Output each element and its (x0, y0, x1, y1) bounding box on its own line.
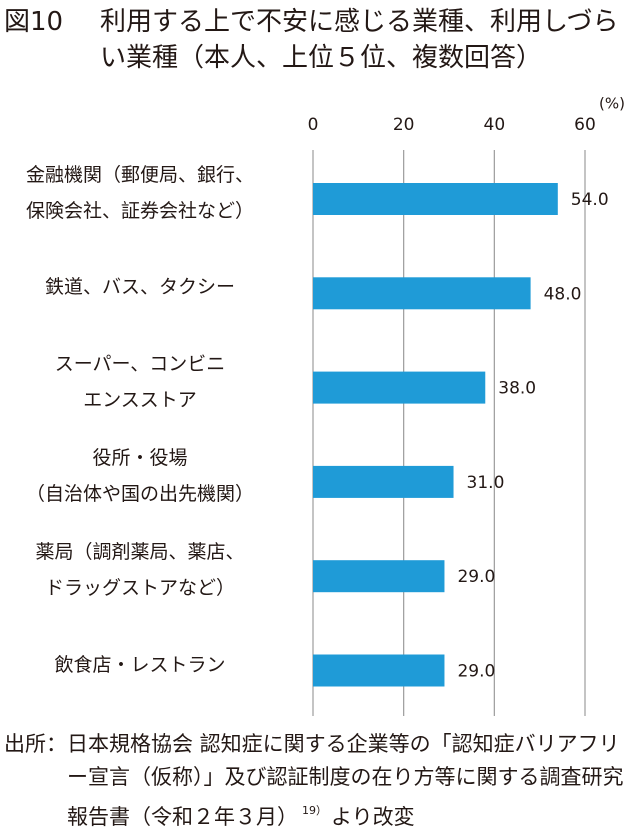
value-label: 54.0 (571, 190, 609, 210)
category-label: 薬局（調剤薬局、薬店、 ドラッグストアなど） (35, 541, 245, 600)
x-tick-label: 20 (393, 115, 415, 135)
bar (313, 654, 445, 687)
source-body: 日本規格協会 認知症に関する企業等の「認知症バリアフリー宣言（仮称）」及び認証制… (67, 732, 624, 829)
category-label: 飲食店・レストラン (54, 653, 226, 676)
source-suffix: より改変 (331, 805, 415, 829)
category-label: スーパー、コンビニ エンスストア (54, 352, 226, 411)
bar (313, 183, 558, 215)
value-label: 38.0 (498, 379, 536, 399)
chart-title: 利用する上で不安に感じる業種、利用しづらい業種（本人、上位５位、複数回答） (100, 7, 619, 73)
source: 出所： 日本規格協会 認知症に関する企業等の「認知症バリアフリー宣言（仮称）」及… (4, 728, 636, 834)
figure-label: 図10 (4, 7, 64, 37)
value-label: 29.0 (457, 662, 495, 682)
value-label: 48.0 (544, 284, 582, 304)
x-tick-label: 40 (484, 115, 506, 135)
bar (313, 277, 531, 310)
value-label: 31.0 (467, 473, 505, 493)
source-label: 出所： (4, 732, 67, 756)
x-tick-label: 60 (574, 115, 596, 135)
bar (313, 465, 454, 498)
x-tick-label: 0 (308, 115, 319, 135)
source-ref: 19） (302, 804, 327, 817)
bar (313, 560, 445, 593)
value-label: 29.0 (457, 567, 495, 587)
x-unit: (%) (599, 95, 625, 113)
category-label: 金融機関（郵便局、銀行、 保険会社、証券会社など） (25, 164, 254, 222)
category-label: 役所・役場 （自治体や国の出先機関） (25, 446, 254, 505)
source-text: 日本規格協会 認知症に関する企業等の「認知症バリアフリー宣言（仮称）」及び認証制… (67, 728, 636, 834)
bar (313, 371, 486, 404)
category-label: 鉄道、バス、タクシー (44, 276, 235, 299)
